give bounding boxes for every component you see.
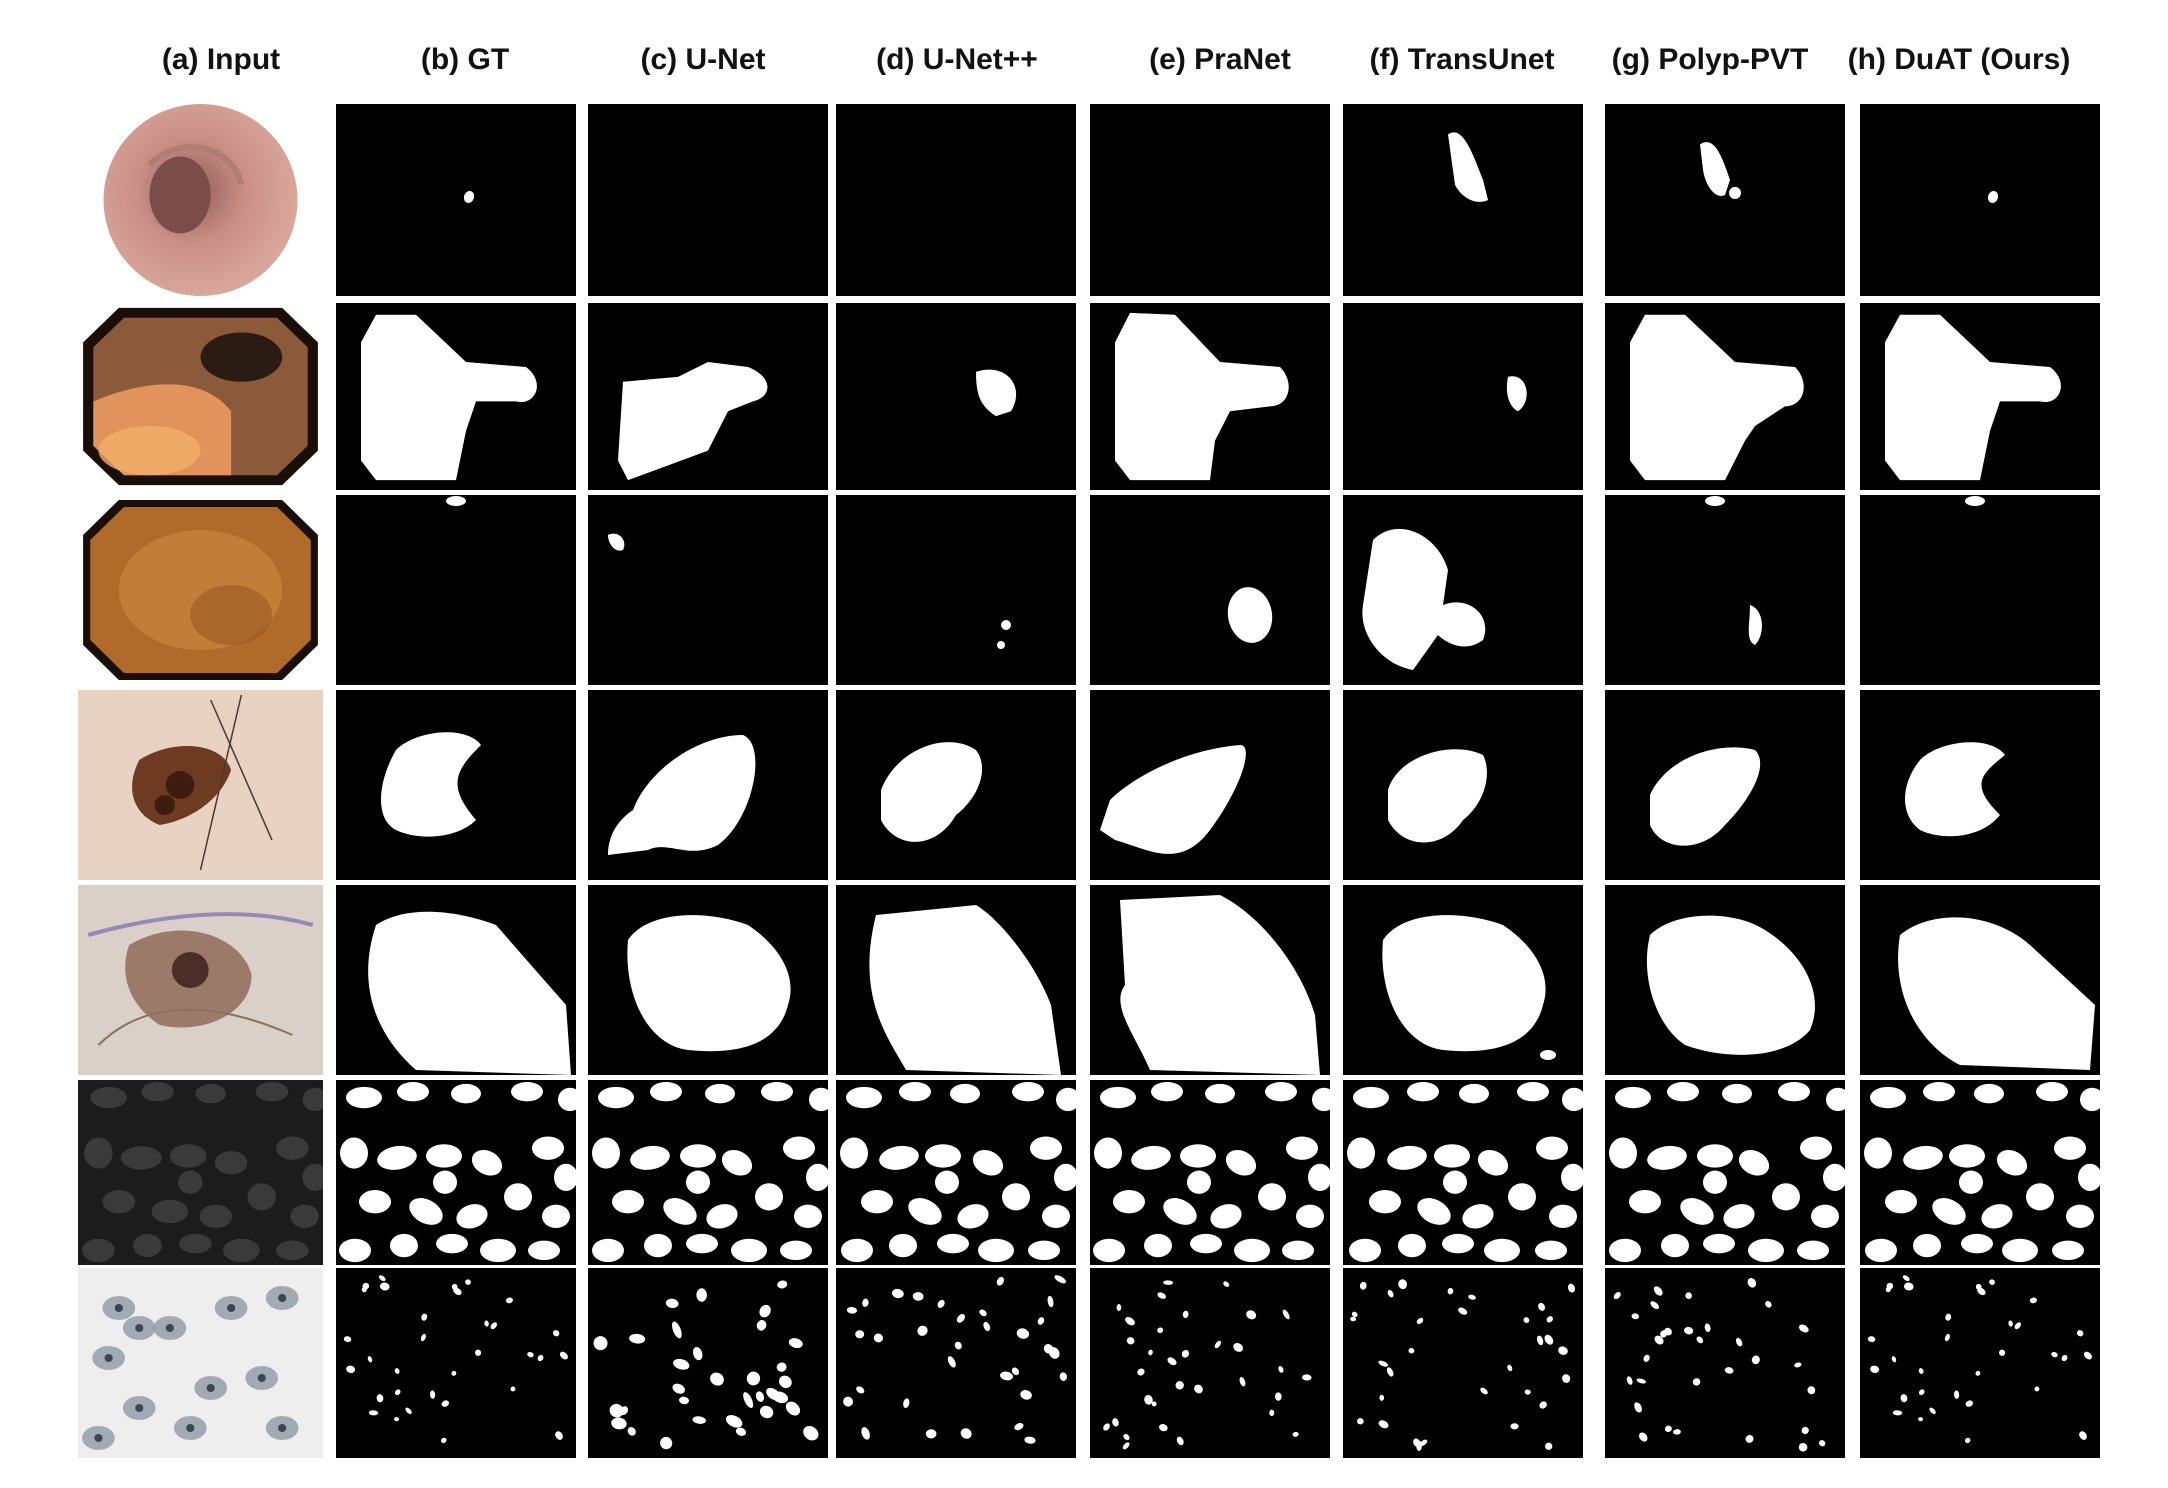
mask-e-cells bbox=[1090, 1268, 1330, 1458]
mask-c-nuclei bbox=[588, 1080, 828, 1265]
input-image-colonoscopy-large-polyp bbox=[78, 303, 323, 490]
column-header-pranet: (e) PraNet bbox=[1149, 43, 1291, 76]
mask-h-nuclei bbox=[1860, 1080, 2100, 1265]
input-image-colonoscopy-orange bbox=[78, 495, 323, 685]
mask-b-skin-lesion-1 bbox=[336, 690, 576, 880]
column-header-gt: (b) GT bbox=[420, 43, 510, 76]
mask-e-skin-lesion-1 bbox=[1090, 690, 1330, 880]
mask-g-colonoscopy-large-polyp bbox=[1605, 303, 1845, 490]
mask-h-cells bbox=[1860, 1268, 2100, 1458]
mask-h-colonoscopy-large-polyp bbox=[1860, 303, 2100, 490]
mask-c-colonoscopy-orange bbox=[588, 495, 828, 685]
mask-c-skin-lesion-2 bbox=[588, 885, 828, 1075]
column-header-unetpp: (d) U-Net++ bbox=[876, 43, 1038, 76]
mask-g-colonoscopy-orange bbox=[1605, 495, 1845, 685]
input-image-cells bbox=[78, 1268, 323, 1458]
mask-c-colonoscopy-small-polyp bbox=[588, 104, 828, 296]
column-header-polyppvt: (g) Polyp-PVT bbox=[1611, 43, 1809, 76]
mask-g-cells bbox=[1605, 1268, 1845, 1458]
mask-g-nuclei bbox=[1605, 1080, 1845, 1265]
mask-e-nuclei bbox=[1090, 1080, 1330, 1265]
mask-f-skin-lesion-1 bbox=[1343, 690, 1583, 880]
mask-c-cells bbox=[588, 1268, 828, 1458]
mask-b-colonoscopy-large-polyp bbox=[336, 303, 576, 490]
mask-d-skin-lesion-1 bbox=[836, 690, 1076, 880]
column-header-transunet: (f) TransUnet bbox=[1369, 43, 1555, 76]
mask-b-nuclei bbox=[336, 1080, 576, 1265]
mask-b-skin-lesion-2 bbox=[336, 885, 576, 1075]
mask-d-skin-lesion-2 bbox=[836, 885, 1076, 1075]
mask-f-skin-lesion-2 bbox=[1343, 885, 1583, 1075]
column-header-input: (a) Input bbox=[161, 43, 281, 76]
input-image-nuclei bbox=[78, 1080, 323, 1265]
mask-b-cells bbox=[336, 1268, 576, 1458]
column-header-unet: (c) U-Net bbox=[640, 43, 766, 76]
mask-d-colonoscopy-orange bbox=[836, 495, 1076, 685]
mask-h-colonoscopy-small-polyp bbox=[1860, 104, 2100, 296]
column-header-duat: (h) DuAT (Ours) bbox=[1847, 43, 2071, 76]
input-image-colonoscopy-small-polyp bbox=[78, 104, 323, 296]
mask-c-colonoscopy-large-polyp bbox=[588, 303, 828, 490]
mask-e-skin-lesion-2 bbox=[1090, 885, 1330, 1075]
mask-h-colonoscopy-orange bbox=[1860, 495, 2100, 685]
mask-e-colonoscopy-orange bbox=[1090, 495, 1330, 685]
mask-d-colonoscopy-small-polyp bbox=[836, 104, 1076, 296]
mask-d-colonoscopy-large-polyp bbox=[836, 303, 1076, 490]
mask-f-colonoscopy-small-polyp bbox=[1343, 104, 1583, 296]
mask-c-skin-lesion-1 bbox=[588, 690, 828, 880]
mask-b-colonoscopy-orange bbox=[336, 495, 576, 685]
mask-f-colonoscopy-orange bbox=[1343, 495, 1583, 685]
mask-e-colonoscopy-large-polyp bbox=[1090, 303, 1330, 490]
mask-d-nuclei bbox=[836, 1080, 1076, 1265]
mask-h-skin-lesion-1 bbox=[1860, 690, 2100, 880]
input-image-skin-lesion-2 bbox=[78, 885, 323, 1075]
mask-d-cells bbox=[836, 1268, 1076, 1458]
mask-g-colonoscopy-small-polyp bbox=[1605, 104, 1845, 296]
mask-b-colonoscopy-small-polyp bbox=[336, 104, 576, 296]
mask-g-skin-lesion-2 bbox=[1605, 885, 1845, 1075]
input-image-skin-lesion-1 bbox=[78, 690, 323, 880]
mask-h-skin-lesion-2 bbox=[1860, 885, 2100, 1075]
mask-e-colonoscopy-small-polyp bbox=[1090, 104, 1330, 296]
mask-f-nuclei bbox=[1343, 1080, 1583, 1265]
mask-f-colonoscopy-large-polyp bbox=[1343, 303, 1583, 490]
mask-g-skin-lesion-1 bbox=[1605, 690, 1845, 880]
mask-f-cells bbox=[1343, 1268, 1583, 1458]
